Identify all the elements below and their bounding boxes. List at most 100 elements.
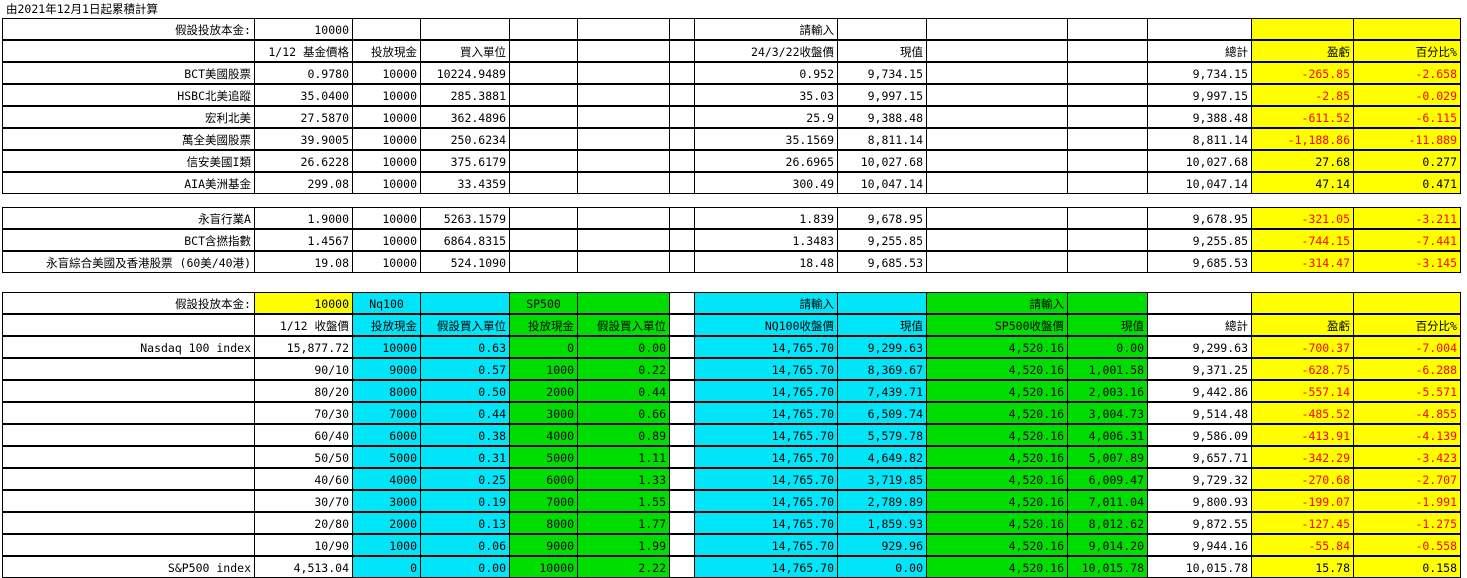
cell-6[interactable] — [670, 229, 695, 251]
fund-pct[interactable]: 0.277 — [1354, 150, 1461, 172]
cash-nq-header[interactable]: 投放現金 — [353, 314, 421, 336]
allocation-total[interactable]: 9,586.09 — [1148, 424, 1252, 446]
cell-10[interactable] — [1068, 207, 1148, 229]
fund-value[interactable]: 8,811.14 — [838, 128, 927, 150]
fund-close[interactable]: 1.839 — [695, 207, 838, 229]
fund-pl[interactable]: -1,188.86 — [1252, 128, 1354, 150]
close-header[interactable]: 24/3/22收盤價 — [695, 40, 838, 62]
fund-pl[interactable]: -265.85 — [1252, 62, 1354, 84]
fund-cash[interactable]: 10000 — [353, 207, 421, 229]
cell-9[interactable] — [927, 150, 1068, 172]
fund-price[interactable]: 35.0400 — [255, 84, 353, 106]
index-name[interactable] — [2, 534, 255, 556]
nq-close[interactable]: 14,765.70 — [695, 468, 838, 490]
sp-value[interactable]: 2,003.16 — [1068, 380, 1148, 402]
fund-close[interactable]: 35.03 — [695, 84, 838, 106]
cash-nq[interactable]: 1000 — [353, 534, 421, 556]
allocation-pct[interactable]: -7.004 — [1354, 336, 1461, 358]
nq-close[interactable]: 14,765.70 — [695, 534, 838, 556]
fund-pl[interactable]: -611.52 — [1252, 106, 1354, 128]
nq-close[interactable]: 14,765.70 — [695, 446, 838, 468]
nq-value[interactable]: 4,649.82 — [838, 446, 927, 468]
fund-pct[interactable]: -11.889 — [1354, 128, 1461, 150]
fund-cash[interactable]: 10000 — [353, 106, 421, 128]
sp-value[interactable]: 7,011.04 — [1068, 490, 1148, 512]
fund-price[interactable]: 0.9780 — [255, 62, 353, 84]
allocation-total[interactable]: 9,299.63 — [1148, 336, 1252, 358]
allocation-pl[interactable]: -628.75 — [1252, 358, 1354, 380]
sp-close[interactable]: 4,520.16 — [927, 490, 1068, 512]
cell-5[interactable] — [578, 62, 670, 84]
principal-amount[interactable]: 10000 — [255, 18, 353, 40]
sp-value-header[interactable]: 現值 — [1068, 314, 1148, 336]
cash-nq[interactable]: 2000 — [353, 512, 421, 534]
fund-pl[interactable]: 27.68 — [1252, 150, 1354, 172]
sp-value[interactable]: 10,015.78 — [1068, 556, 1148, 578]
cell-6[interactable] — [670, 468, 695, 490]
allocation-pct[interactable]: -6.288 — [1354, 358, 1461, 380]
cell-9[interactable] — [927, 172, 1068, 194]
nq100-label[interactable]: Nq100 — [353, 292, 421, 314]
fund-name[interactable]: AIA美洲基金 — [2, 172, 255, 194]
allocation-total[interactable]: 9,657.71 — [1148, 446, 1252, 468]
principal-amount[interactable]: 10000 — [255, 292, 353, 314]
fund-pl[interactable]: 47.14 — [1252, 172, 1354, 194]
cash-sp[interactable]: 7000 — [510, 490, 578, 512]
units-nq[interactable]: 0.38 — [421, 424, 510, 446]
pct-header[interactable]: 百分比% — [1354, 314, 1461, 336]
cell-6[interactable] — [670, 534, 695, 556]
nq-close[interactable]: 14,765.70 — [695, 556, 838, 578]
fund-close[interactable]: 18.48 — [695, 251, 838, 273]
sp-close[interactable]: 4,520.16 — [927, 556, 1068, 578]
cell-5[interactable] — [578, 84, 670, 106]
fund-units[interactable]: 6864.8315 — [421, 229, 510, 251]
units-sp-header[interactable]: 假設買入單位 — [578, 314, 670, 336]
allocation-pct[interactable]: -0.558 — [1354, 534, 1461, 556]
cell-5[interactable] — [578, 150, 670, 172]
cash-nq[interactable]: 3000 — [353, 490, 421, 512]
allocation-pl[interactable]: -700.37 — [1252, 336, 1354, 358]
nq-value[interactable]: 9,299.63 — [838, 336, 927, 358]
fund-cash[interactable]: 10000 — [353, 251, 421, 273]
cash-nq[interactable]: 7000 — [353, 402, 421, 424]
cell-6[interactable] — [670, 62, 695, 84]
index-name[interactable] — [2, 490, 255, 512]
nq-value[interactable]: 929.96 — [838, 534, 927, 556]
cell-6[interactable] — [670, 251, 695, 273]
fund-price[interactable]: 19.08 — [255, 251, 353, 273]
fund-units[interactable]: 33.4359 — [421, 172, 510, 194]
cell-9[interactable] — [927, 207, 1068, 229]
fund-name[interactable]: BCT含撚指數 — [2, 229, 255, 251]
cell-5[interactable] — [578, 292, 670, 314]
cell-10[interactable] — [1068, 292, 1148, 314]
fund-pl[interactable]: -2.85 — [1252, 84, 1354, 106]
cell-5[interactable] — [578, 40, 670, 62]
cell-9[interactable] — [927, 18, 1068, 40]
cell-6[interactable] — [670, 314, 695, 336]
cell-10[interactable] — [1068, 18, 1148, 40]
cell-10[interactable] — [1068, 62, 1148, 84]
fund-pl[interactable]: -314.47 — [1252, 251, 1354, 273]
sp-close[interactable]: 4,520.16 — [927, 446, 1068, 468]
cell-4[interactable] — [510, 62, 578, 84]
sp500-label[interactable]: SP500 — [510, 292, 578, 314]
value-header[interactable]: 現值 — [838, 40, 927, 62]
fund-cash[interactable]: 10000 — [353, 150, 421, 172]
allocation-total[interactable]: 9,442.86 — [1148, 380, 1252, 402]
sp-value[interactable]: 9,014.20 — [1068, 534, 1148, 556]
fund-pct[interactable]: -7.441 — [1354, 229, 1461, 251]
sp-close[interactable]: 4,520.16 — [927, 468, 1068, 490]
total-header[interactable]: 總計 — [1148, 314, 1252, 336]
fund-value[interactable]: 9,255.85 — [838, 229, 927, 251]
nq-close-header[interactable]: NQ100收盤價 — [695, 314, 838, 336]
cell-5[interactable] — [578, 18, 670, 40]
fund-close[interactable]: 0.952 — [695, 62, 838, 84]
fund-pl[interactable]: -744.15 — [1252, 229, 1354, 251]
units-sp[interactable]: 1.55 — [578, 490, 670, 512]
fund-name[interactable]: BCT美國股票 — [2, 62, 255, 84]
fund-name[interactable]: 永盲行業A — [2, 207, 255, 229]
cash-sp[interactable]: 10000 — [510, 556, 578, 578]
fund-units[interactable]: 524.1090 — [421, 251, 510, 273]
sp-close[interactable]: 4,520.16 — [927, 380, 1068, 402]
cell-5[interactable] — [578, 229, 670, 251]
